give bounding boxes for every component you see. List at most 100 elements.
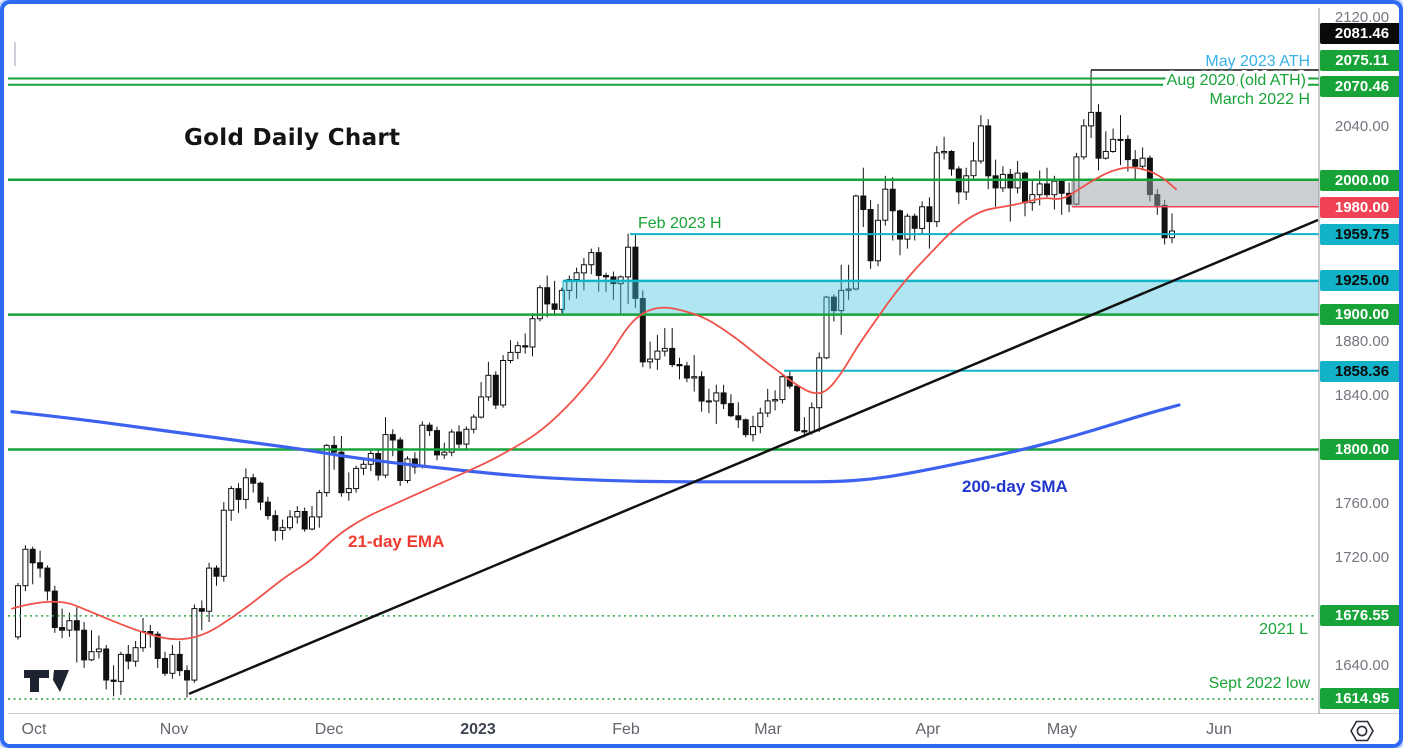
price-badge-1980.00[interactable]: 1980.00 xyxy=(1320,197,1399,218)
candle-body[interactable] xyxy=(1029,194,1036,204)
candle-body[interactable] xyxy=(426,424,433,432)
candle-body[interactable] xyxy=(544,287,551,305)
annotation-label[interactable]: 2021 L xyxy=(1259,621,1308,638)
candle-body[interactable] xyxy=(184,670,190,681)
candle-body[interactable] xyxy=(470,416,477,430)
annotation-label[interactable]: Aug 2020 (old ATH) xyxy=(1163,69,1309,93)
candle-body[interactable] xyxy=(279,527,286,531)
candle-body[interactable] xyxy=(411,458,418,468)
candle-body[interactable] xyxy=(73,620,80,631)
ema-21-line[interactable] xyxy=(11,166,1177,641)
candle-body[interactable] xyxy=(551,303,558,310)
candle-body[interactable] xyxy=(345,488,352,494)
candle-body[interactable] xyxy=(15,585,21,638)
candle-body[interactable] xyxy=(1036,183,1043,196)
candle-body[interactable] xyxy=(323,444,330,494)
candle-body[interactable] xyxy=(1095,111,1102,159)
candle-body[interactable] xyxy=(88,651,95,661)
candle-body[interactable] xyxy=(44,567,51,592)
candle-body[interactable] xyxy=(941,151,948,154)
candle-body[interactable] xyxy=(580,264,587,274)
candle-body[interactable] xyxy=(632,246,639,299)
candle-body[interactable] xyxy=(353,467,360,490)
candle-body[interactable] xyxy=(492,374,499,406)
candle-body[interactable] xyxy=(228,488,235,511)
candle-body[interactable] xyxy=(588,252,595,266)
candle-body[interactable] xyxy=(316,492,323,518)
candle-body[interactable] xyxy=(992,175,999,189)
candle-body[interactable] xyxy=(29,548,36,564)
candle-body[interactable] xyxy=(1117,138,1124,141)
candle-body[interactable] xyxy=(1102,151,1109,159)
candle-body[interactable] xyxy=(720,392,727,405)
candle-body[interactable] xyxy=(95,648,102,653)
sma-200-line[interactable] xyxy=(10,403,1181,484)
candle-body[interactable] xyxy=(110,679,117,682)
candle-body[interactable] xyxy=(603,275,609,278)
candle-body[interactable] xyxy=(382,434,389,476)
candle-body[interactable] xyxy=(507,351,514,361)
candle-body[interactable] xyxy=(882,188,889,221)
price-badge-2081.46[interactable]: 2081.46 xyxy=(1320,23,1399,44)
candle-body[interactable] xyxy=(198,608,205,612)
candle-body[interactable] xyxy=(169,653,176,674)
candle-body[interactable] xyxy=(389,434,396,441)
time-scale[interactable]: Oct Nov Dec 2023 Feb Mar Apr May Jun xyxy=(4,714,1399,744)
candle-body[interactable] xyxy=(250,477,257,484)
candle-body[interactable] xyxy=(478,396,485,418)
candle-body[interactable] xyxy=(1007,173,1014,189)
candle-body[interactable] xyxy=(705,400,712,403)
screenshot-button[interactable] xyxy=(1334,716,1390,744)
ascending-trendline[interactable] xyxy=(188,218,1319,696)
annotation-label[interactable]: 21-day EMA xyxy=(348,532,444,551)
candle-body[interactable] xyxy=(933,152,940,223)
candle-body[interactable] xyxy=(220,509,227,577)
candle-body[interactable] xyxy=(37,562,44,569)
candle-body[interactable] xyxy=(206,567,213,612)
candle-body[interactable] xyxy=(536,287,543,320)
candle-body[interactable] xyxy=(22,548,29,587)
candle-body[interactable] xyxy=(1044,183,1050,196)
candle-body[interactable] xyxy=(727,403,734,417)
candle-body[interactable] xyxy=(463,428,470,445)
candle-body[interactable] xyxy=(264,501,271,517)
price-badge-1900.00[interactable]: 1900.00 xyxy=(1320,304,1399,325)
candle-body[interactable] xyxy=(272,515,279,531)
candle-body[interactable] xyxy=(985,125,992,177)
candle-body[interactable] xyxy=(830,296,837,312)
candle-body[interactable] xyxy=(845,288,852,291)
support-zone-1900-1925[interactable] xyxy=(563,280,1319,315)
candle-body[interactable] xyxy=(338,451,345,494)
candle-body[interactable] xyxy=(522,345,529,348)
candle-body[interactable] xyxy=(999,173,1006,189)
price-badge-1676.55[interactable]: 1676.55 xyxy=(1320,605,1399,626)
candle-body[interactable] xyxy=(1110,138,1117,152)
candle-body[interactable] xyxy=(529,318,536,348)
candle-body[interactable] xyxy=(1080,125,1087,158)
supply-zone-1980-2000[interactable] xyxy=(1072,179,1319,207)
candle-body[interactable] xyxy=(919,206,926,229)
candle-body[interactable] xyxy=(1088,111,1095,127)
candle-body[interactable] xyxy=(1132,159,1139,167)
price-badge-1858.36[interactable]: 1858.36 xyxy=(1320,361,1399,382)
candle-body[interactable] xyxy=(309,516,315,530)
candle-body[interactable] xyxy=(360,463,367,469)
candle-body[interactable] xyxy=(140,631,146,649)
candle-body[interactable] xyxy=(51,590,58,628)
candle-body[interactable] xyxy=(1161,204,1168,239)
candle-body[interactable] xyxy=(558,289,565,310)
candle-body[interactable] xyxy=(125,653,132,662)
candle-body[interactable] xyxy=(257,482,264,503)
candle-body[interactable] xyxy=(750,426,756,436)
price-badge-2075.11[interactable]: 2075.11 xyxy=(1320,50,1399,71)
candle-body[interactable] xyxy=(375,453,382,476)
candle-body[interactable] xyxy=(698,376,705,402)
candle-body[interactable] xyxy=(500,360,507,406)
candle-body[interactable] xyxy=(742,419,749,436)
candle-body[interactable] xyxy=(875,219,881,262)
candle-body[interactable] xyxy=(764,400,771,414)
price-badge-2070.46[interactable]: 2070.46 xyxy=(1320,76,1399,97)
candle-body[interactable] xyxy=(625,246,632,278)
candle-body[interactable] xyxy=(676,364,683,367)
candle-body[interactable] xyxy=(456,431,462,445)
